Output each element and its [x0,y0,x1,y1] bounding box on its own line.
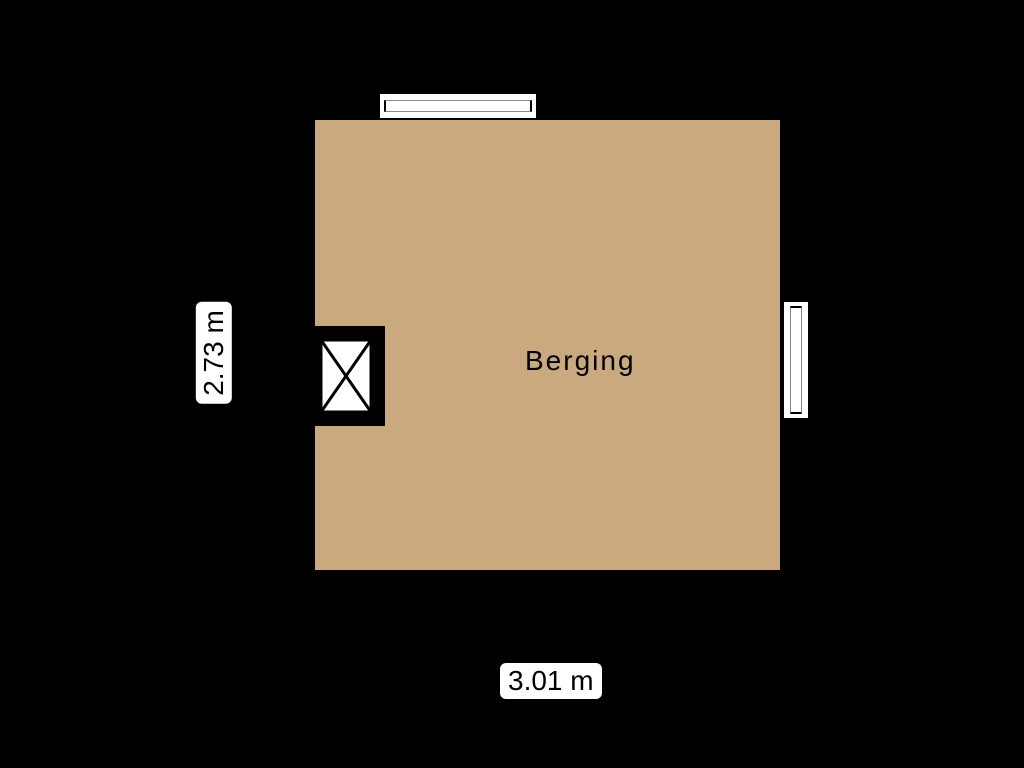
window-right-panel [790,306,802,414]
room-label: Berging [525,345,636,377]
floorplan-canvas: Berging 3.01 m 2.73 m [0,0,1024,768]
dimension-height: 2.73 m [196,302,232,404]
window-top-panel [384,100,532,112]
window-top [378,92,538,120]
dimension-width: 3.01 m [500,663,602,699]
appliance-icon [321,340,371,412]
window-right [782,300,810,420]
